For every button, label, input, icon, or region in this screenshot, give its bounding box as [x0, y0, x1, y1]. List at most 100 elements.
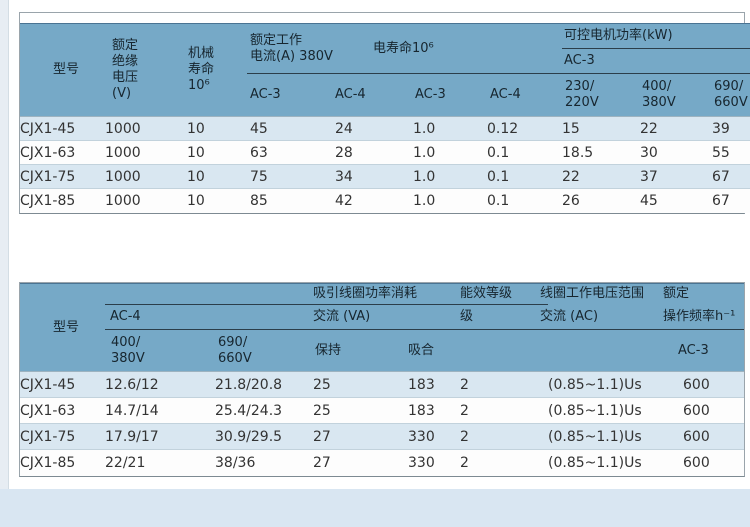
table-cell: 1.0 — [413, 168, 436, 185]
t2-header-efficiency-group: 能效等级 — [460, 283, 549, 305]
table-cell: 37 — [640, 168, 658, 185]
table-cell: 0.12 — [487, 120, 519, 137]
table-cell: 27 — [313, 428, 331, 445]
table-row: CJX1-75 17.9/17 30.9/29.5 27 330 2 (0.85… — [20, 423, 745, 450]
table-cell: (0.85~1.1)Us — [548, 402, 642, 419]
table-cell: (0.85~1.1)Us — [548, 428, 642, 445]
t2-subheader-empty-1 — [460, 329, 549, 372]
table-cell: 22 — [640, 120, 658, 137]
table-cell: 10 — [187, 144, 205, 161]
t2-header-rated-freq-line2: 操作频率h⁻¹ — [663, 304, 745, 330]
table-row: CJX1-45 12.6/12 21.8/20.8 25 183 2 (0.85… — [20, 371, 745, 398]
table-cell: 39 — [712, 120, 730, 137]
table-cell: 45 — [250, 120, 268, 137]
table-cell: 21.8/20.8 — [215, 376, 283, 393]
t2-subheader-hold: 保持 — [313, 329, 408, 372]
table-cell: CJX1-75 — [20, 428, 76, 445]
table-cell: 22 — [562, 168, 580, 185]
table-cell: 34 — [335, 168, 353, 185]
t1-header-motor-power-group: 可控电机功率(kW) — [562, 23, 750, 49]
table-cell: (0.85~1.1)Us — [548, 376, 642, 393]
table-cell: 26 — [562, 192, 580, 209]
table-cell: 14.7/14 — [105, 402, 159, 419]
table-cell: 42 — [335, 192, 353, 209]
table-cell: 600 — [683, 376, 710, 393]
bottom-margin-strip — [0, 489, 750, 527]
table-cell: CJX1-75 — [20, 168, 76, 185]
table-cell: 24 — [335, 120, 353, 137]
table-cell: 0.1 — [487, 144, 510, 161]
t1-subheader-690-660v: 690/ 660V — [712, 73, 750, 117]
table-cell: 2 — [460, 454, 469, 471]
table-row: CJX1-63 1000 10 63 28 1.0 0.1 18.5 30 55 — [20, 140, 750, 165]
table2: 型号 吸引线圈功率消耗 能效等级 线圈工作电压范围 额定 AC-4 交流 (VA… — [20, 283, 745, 476]
t2-subheader-pickup: 吸合 — [408, 329, 461, 372]
t2-subheader-400-380v: 400/ 380V — [105, 329, 215, 372]
t1-header-mechanical-life: 机械 寿命 10⁶ — [185, 23, 247, 117]
table-cell: 28 — [335, 144, 353, 161]
table-cell: 0.1 — [487, 168, 510, 185]
table-cell: CJX1-85 — [20, 192, 76, 209]
table-cell: 55 — [712, 144, 730, 161]
table-cell: 75 — [250, 168, 268, 185]
table-cell: 25.4/24.3 — [215, 402, 283, 419]
table-cell: 2 — [460, 402, 469, 419]
t2-header-coil-voltage-group: 线圈工作电压范围 — [540, 283, 664, 305]
t2-header-ac4-group-spacer — [105, 283, 313, 305]
table-cell: CJX1-63 — [20, 402, 76, 419]
table-row: CJX1-75 1000 10 75 34 1.0 0.1 22 37 67 — [20, 164, 750, 189]
table-cell: 85 — [250, 192, 268, 209]
t2-header-rated-freq-line1: 额定 — [663, 283, 745, 305]
table-cell: 2 — [460, 376, 469, 393]
t1-header-insulation-voltage: 额定 绝缘 电压 (V) — [105, 23, 185, 117]
table-cell: 30 — [640, 144, 658, 161]
table-cell: 67 — [712, 192, 730, 209]
table-cell: 1000 — [105, 168, 141, 185]
t2-header-coil-power-group: 吸引线圈功率消耗 — [313, 283, 461, 305]
table-cell: 330 — [408, 428, 435, 445]
t1-subheader-400-380v: 400/ 380V — [640, 73, 713, 117]
table-cell: 330 — [408, 454, 435, 471]
t2-header-coil-power-ac: 交流 (VA) — [313, 304, 461, 330]
table-cell: 1000 — [105, 120, 141, 137]
table-cell: 1.0 — [413, 192, 436, 209]
t2-subheader-690-660v: 690/ 660V — [215, 329, 313, 372]
table-cell: 1000 — [105, 144, 141, 161]
t1-subheader-current-ac3: AC-3 — [247, 73, 333, 117]
table1: 型号 额定 绝缘 电压 (V) 机械 寿命 10⁶ 额定工作 电流(A) 380… — [20, 23, 750, 213]
table-row: CJX1-85 1000 10 85 42 1.0 0.1 26 45 67 — [20, 188, 750, 213]
table-cell: 10 — [187, 120, 205, 137]
table-cell: 600 — [683, 402, 710, 419]
table-cell: 30.9/29.5 — [215, 428, 283, 445]
table-cell: 22/21 — [105, 454, 146, 471]
t1-subheader-life-ac3: AC-3 — [413, 73, 488, 117]
table-cell: 600 — [683, 428, 710, 445]
table-cell: 183 — [408, 402, 435, 419]
table-cell: 10 — [187, 192, 205, 209]
table-cell: 67 — [712, 168, 730, 185]
t1-subheader-230-220v: 230/ 220V — [562, 73, 641, 117]
table1-top-gap — [20, 13, 744, 23]
t2-subheader-freq-ac3: AC-3 — [663, 329, 745, 372]
table-cell: 17.9/17 — [105, 428, 159, 445]
t2-header-model: 型号 — [20, 283, 105, 372]
t1-header-motor-power-ac3: AC-3 — [562, 48, 750, 74]
table-cell: 2 — [460, 428, 469, 445]
table-cell: CJX1-85 — [20, 454, 76, 471]
t1-header-rated-current-group: 额定工作 电流(A) 380V — [247, 23, 414, 74]
table-cell: 0.1 — [487, 192, 510, 209]
table-cell: 25 — [313, 402, 331, 419]
spec-table-2: 型号 吸引线圈功率消耗 能效等级 线圈工作电压范围 额定 AC-4 交流 (VA… — [19, 282, 745, 477]
spec-table-1: 型号 额定 绝缘 电压 (V) 机械 寿命 10⁶ 额定工作 电流(A) 380… — [19, 12, 750, 214]
table-cell: 25 — [313, 376, 331, 393]
table-cell: 183 — [408, 376, 435, 393]
table-cell: 1.0 — [413, 144, 436, 161]
t2-header-coil-voltage-ac: 交流 (AC) — [540, 304, 664, 330]
table-row: CJX1-63 14.7/14 25.4/24.3 25 183 2 (0.85… — [20, 397, 745, 424]
t1-header-electrical-life-group: 电寿命10⁶ — [373, 23, 563, 74]
t2-subheader-empty-2 — [548, 329, 664, 372]
table-cell: 1.0 — [413, 120, 436, 137]
table-row: CJX1-45 1000 10 45 24 1.0 0.12 15 22 39 — [20, 116, 750, 141]
table-cell: 15 — [562, 120, 580, 137]
t2-header-ac4: AC-4 — [105, 304, 313, 330]
